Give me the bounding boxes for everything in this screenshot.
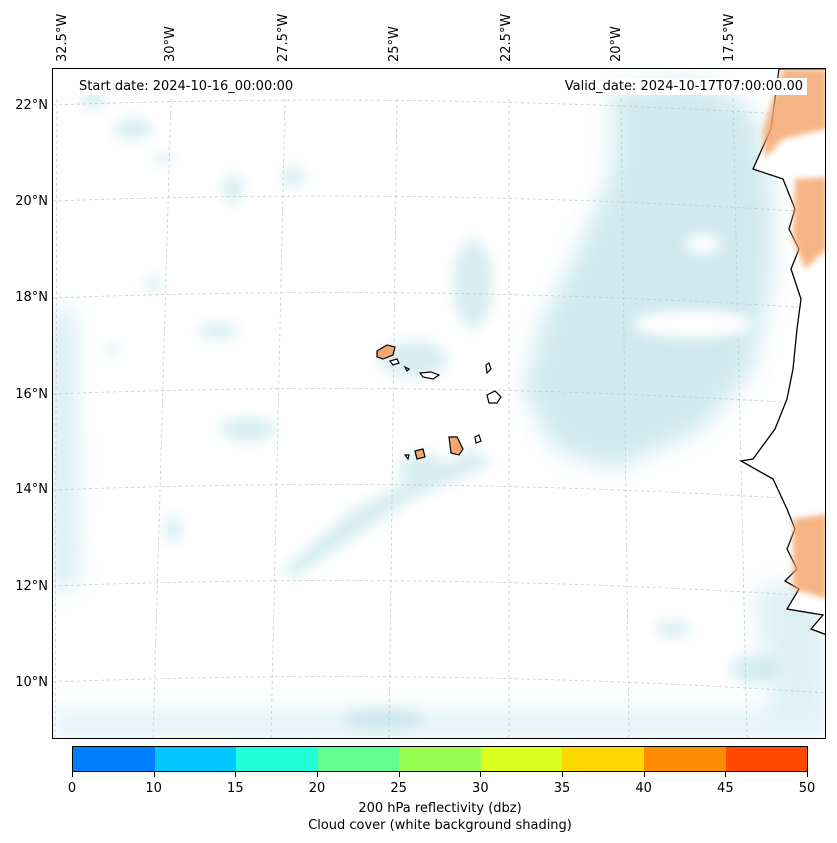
colorbar-tick [317,772,318,777]
colorbar-tick [72,772,73,777]
colorbar-tick-label: 10 [145,781,162,796]
lat-label-18N: 18°N [15,290,48,305]
lon-label-30W: 30°W [163,26,178,62]
cloud-cover-shading [53,79,825,738]
lat-label-20N: 20°N [15,194,48,209]
colorbar-tick-label: 25 [390,781,407,796]
island-sao-vicente [388,358,400,366]
map-canvas [53,69,825,738]
island-fogo [414,448,426,460]
colorbar-segment [562,747,644,771]
colorbar-tick [153,772,155,777]
colorbar-tick-label: 35 [553,781,571,796]
island-boa-vista [486,390,502,404]
colorbar-segment [725,747,808,771]
colorbar-tick-label: 30 [472,781,489,796]
island-santo-antao [376,344,396,360]
colorbar-segment [399,747,481,771]
island-sal [485,362,492,375]
colorbar-tick-label: 15 [227,781,244,796]
lon-label-22.5W: 22.5°W [499,13,514,62]
colorbar-segment [154,747,237,771]
colorbar-segment [236,747,318,771]
colorbar-tick-label: 20 [308,781,326,796]
colorbar-tick [643,772,645,777]
colorbar-title: 200 hPa reflectivity (dbz) [358,801,522,816]
lon-label-25W: 25°W [387,26,402,62]
colorbar-tick-label: 50 [798,781,816,796]
graticule [53,98,825,738]
colorbar-subtitle: Cloud cover (white background shading) [308,818,572,833]
island-group-cape-verde [376,344,502,461]
lon-label-32.5W: 32.5°W [55,13,70,62]
lat-label-22N: 22°N [15,98,48,113]
lat-label-10N: 10°N [15,675,48,690]
lon-label-27.5W: 27.5°W [276,13,291,62]
colorbar-tick-label: 0 [67,781,77,796]
island-brava [403,454,410,461]
colorbar-segment [73,747,155,771]
lat-label-12N: 12°N [15,579,48,594]
colorbar-tick [235,772,237,777]
lat-label-14N: 14°N [15,482,48,497]
colorbar-tick [398,772,400,777]
colorbar-tick-label: 40 [635,781,652,796]
colorbar-tick [725,772,727,777]
colorbar-segment [643,747,726,771]
lat-label-16N: 16°N [15,387,48,402]
colorbar-segment [480,747,563,771]
lon-label-20W: 20°W [609,26,624,62]
island-sao-nicolau [418,371,441,380]
colorbar-tick [480,772,482,777]
start-date-label: Start date: 2024-10-16_00:00:00 [75,78,298,95]
colorbar-tick-label: 45 [717,781,734,796]
colorbar-tick [807,772,808,777]
island-maio [474,434,482,444]
colorbar-segment [317,747,400,771]
reflectivity-colorbar [72,746,808,772]
island-santa-luzia [403,365,411,373]
map-panel: Start date: 2024-10-16_00:00:00 Valid_da… [52,68,826,739]
island-santiago [448,436,464,456]
valid-date-label: Valid_date: 2024-10-17T07:00:00.00 [560,78,807,95]
lon-label-17.5W: 17.5°W [722,13,737,62]
colorbar-tick [562,772,563,777]
